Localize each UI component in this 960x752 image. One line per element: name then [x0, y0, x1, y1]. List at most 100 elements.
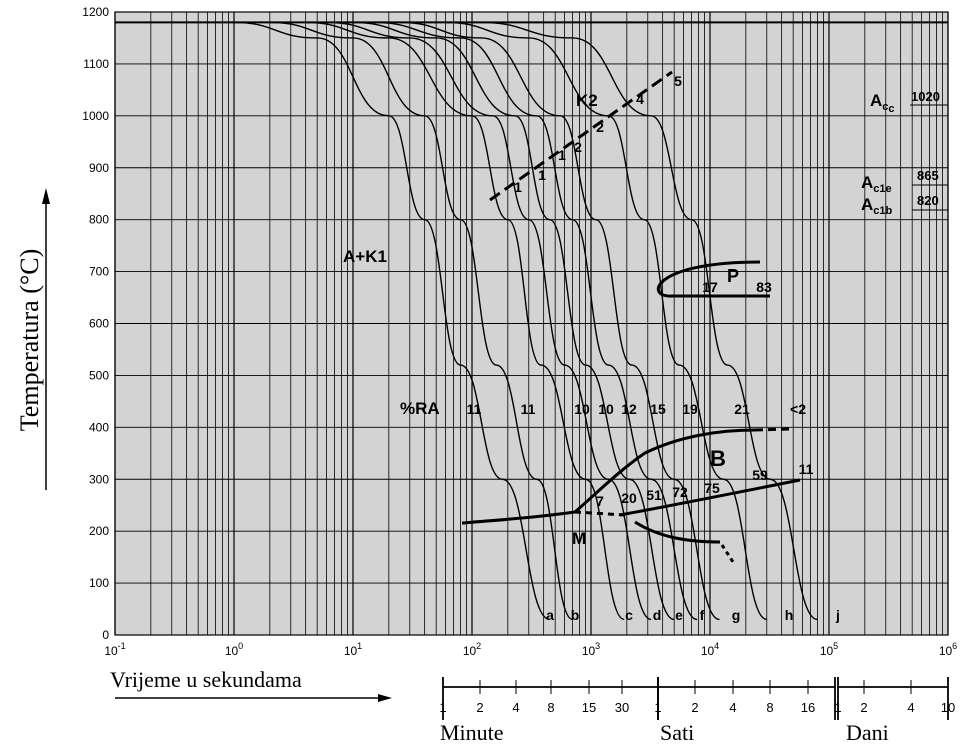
time-scale-tick-label: 1 [654, 700, 661, 715]
cooling-curve [445, 21, 768, 621]
y-tick-label: 1000 [82, 109, 109, 123]
region-label-b: B [710, 446, 726, 471]
y-tick-label: 500 [89, 368, 109, 382]
martensite-start-dashed [574, 510, 626, 517]
y-axis-label: Temperatura (°C) [15, 249, 44, 432]
curve-label: b [571, 607, 580, 623]
time-scale-tick-label: 2 [691, 700, 698, 715]
x-tick-label: 101 [344, 641, 362, 658]
bainite-start-dashed [754, 427, 791, 432]
phase-percent-label: 75 [704, 480, 720, 496]
x-tick-label: 105 [820, 641, 838, 658]
y-axis: 0 100 200 300 400 500 600 700 800 900 1000 1100 1200 [82, 5, 109, 642]
ac1b-value: 820 [917, 193, 939, 208]
retained-austenite-label: 15 [650, 401, 666, 417]
phase-percent-label: 11 [799, 461, 814, 477]
y-tick-label: 900 [89, 161, 109, 175]
phase-percent-label: 7 [596, 493, 604, 509]
time-scale-tick-label: 8 [766, 700, 773, 715]
x-axis-label: Vrijeme u sekundama [110, 667, 302, 692]
region-label-ra: %RA [400, 399, 440, 418]
time-scale-tick-label: 15 [582, 700, 596, 715]
phase-percent-label: 1 [514, 179, 522, 195]
time-scale-tick-label: 8 [547, 700, 554, 715]
time-scale-tick-label: 10 [941, 700, 955, 715]
retained-austenite-label: 11 [467, 401, 482, 417]
acc-value: 1020 [911, 89, 940, 104]
region-label-m: M [572, 529, 586, 548]
retained-austenite-label: 10 [598, 401, 614, 417]
cooling-curve [481, 21, 818, 621]
time-scale-name: Minute [440, 720, 504, 745]
x-tick-label: 102 [463, 641, 481, 658]
y-tick-label: 300 [89, 472, 109, 486]
plot-border [114, 11, 949, 636]
cooling-curve [400, 21, 720, 621]
retained-austenite-label: 12 [621, 401, 637, 417]
y-tick-label: 600 [89, 317, 109, 331]
y-tick-label: 800 [89, 213, 109, 227]
pearlite-start-curve [656, 260, 770, 298]
ac1e-value: 865 [917, 168, 939, 183]
martensite-finish-curve [634, 520, 721, 544]
x-axis-arrow-head [378, 694, 392, 702]
x-tick-label: 10-1 [104, 641, 125, 658]
curve-label: a [546, 607, 554, 623]
phase-percent-label: 20 [621, 490, 637, 506]
time-scale-tick-label: 1 [439, 700, 446, 715]
time-scale-tick-label: 4 [907, 700, 914, 715]
y-tick-label: 0 [102, 628, 109, 642]
time-scale-tick-label: 1 [834, 700, 841, 715]
x-axis: 10-1 100 101 102 103 104 105 106 [104, 641, 957, 658]
time-scale-tick-label: 4 [729, 700, 736, 715]
y-tick-label: 1200 [82, 5, 109, 19]
retained-austenite-label: <2 [790, 401, 806, 417]
curve-label: j [835, 607, 840, 623]
bainite-start-curve [574, 428, 756, 514]
martensite-start-curve [461, 510, 576, 525]
time-scale-tick-label: 2 [860, 700, 867, 715]
retained-austenite-label: 11 [521, 401, 536, 417]
x-tick-label: 106 [939, 641, 957, 658]
y-axis-arrow-head [42, 188, 50, 204]
x-tick-label: 100 [225, 641, 243, 658]
y-tick-label: 200 [89, 524, 109, 538]
martensite-finish-dashed [720, 544, 737, 566]
grid [114, 11, 949, 636]
cooling-curve [305, 21, 625, 621]
y-tick-label: 1100 [83, 57, 109, 71]
cooling-curve [373, 21, 698, 621]
retained-austenite-label: 19 [682, 401, 698, 417]
x-axis-title: Vrijeme u sekundama [110, 667, 392, 702]
phase-percent-label: 59 [752, 467, 768, 483]
time-scale-name: Dani [846, 720, 889, 745]
curve-label: d [653, 607, 662, 623]
time-scale-tick-label: 2 [476, 700, 483, 715]
region-label-a-k1: A+K1 [343, 247, 387, 266]
y-tick-label: 400 [89, 420, 109, 434]
curve-label: h [785, 607, 794, 623]
time-scale-name: Sati [660, 720, 694, 745]
transformation-regions [461, 70, 801, 566]
phase-percent-label: 2 [596, 119, 604, 135]
curve-label: c [625, 607, 633, 623]
time-scale-tick-label: 30 [615, 700, 629, 715]
phase-percent-label: 4 [636, 91, 644, 107]
retained-austenite-label: 10 [574, 401, 590, 417]
phase-percent-label: 2 [574, 139, 582, 155]
phase-percent-label: 1 [538, 167, 546, 183]
region-label-k2: K2 [576, 91, 598, 110]
cooling-curve [269, 21, 573, 621]
time-scale-tick-label: 16 [801, 700, 815, 715]
phase-percent-label: 51 [646, 487, 662, 503]
region-label-p: P [727, 266, 739, 286]
y-tick-label: 700 [89, 265, 109, 279]
phase-percent-label: 1 [558, 147, 566, 163]
x-tick-label: 104 [701, 641, 719, 658]
critical-temperatures: Acc 1020 Ac1e 865 Ac1b 820 [861, 89, 948, 217]
k2-precipitation-line [489, 70, 673, 202]
cooling-curve [352, 21, 675, 621]
